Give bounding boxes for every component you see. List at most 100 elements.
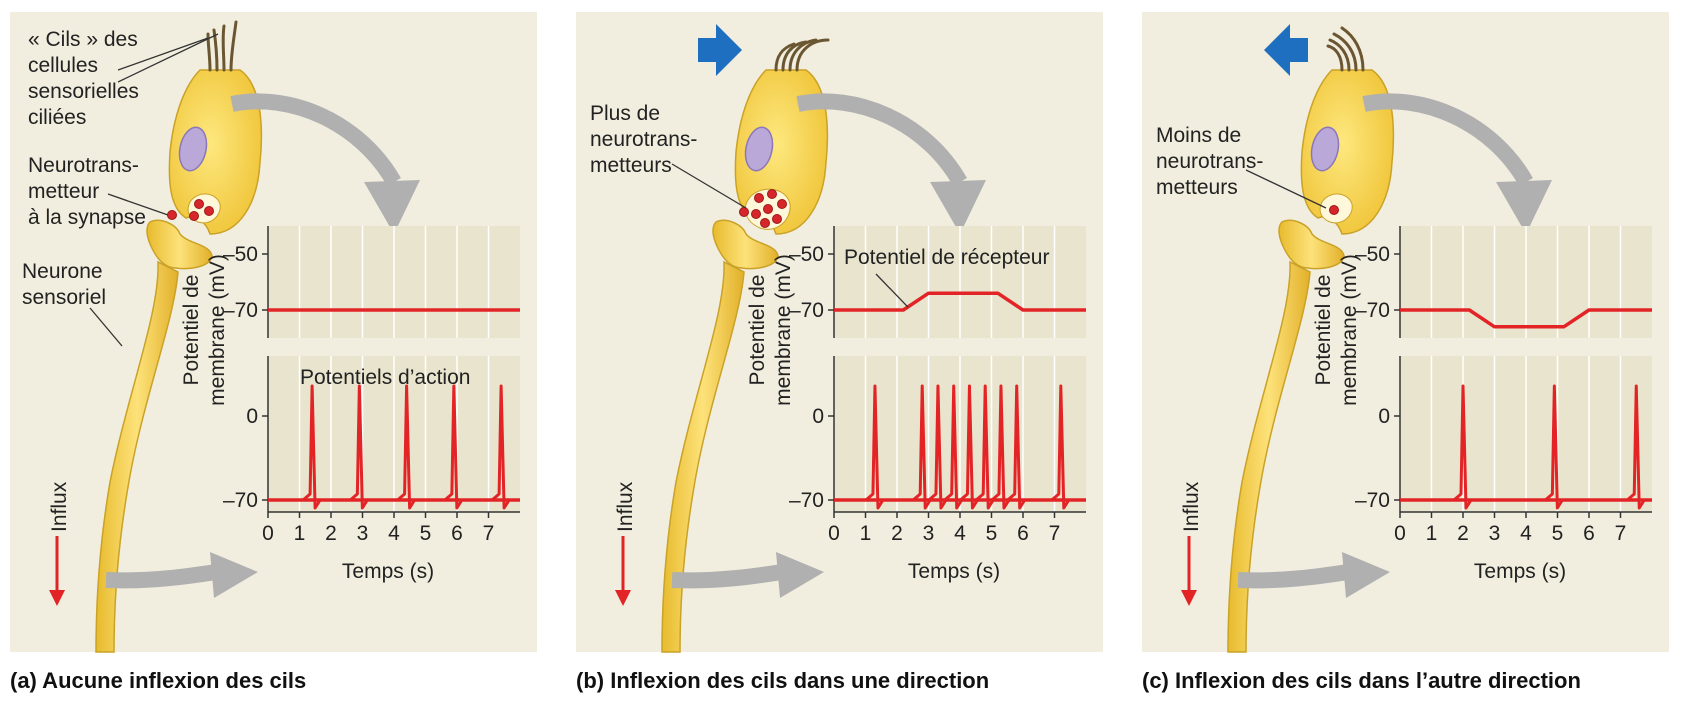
panel-b: Plus de neurotrans- metteurs Influx –50 –… xyxy=(576,12,1103,693)
panel-a: « Cils » des cellules sensorielles cilié… xyxy=(10,12,537,693)
influx-arrow xyxy=(49,536,65,606)
x-tick-label: 3 xyxy=(923,522,935,545)
hair-cell-nucleus xyxy=(178,126,208,172)
x-tick-label: 0 xyxy=(828,522,840,545)
sensory-neuron-axon xyxy=(1227,260,1311,653)
spike-y-tick-label: 0 xyxy=(812,405,824,428)
sensory-neuron-axon xyxy=(95,260,179,653)
receptor-y-tick-label: –70 xyxy=(1355,299,1390,322)
neurotransmitter-label: Moins de neurotrans- metteurs xyxy=(1156,124,1269,199)
influx-label: Influx xyxy=(614,481,637,532)
spike-y-tick-label: 0 xyxy=(1378,405,1390,428)
stereocilia xyxy=(206,20,238,72)
stereocilia-bent-left xyxy=(1326,26,1365,72)
x-tick-label: 1 xyxy=(294,522,306,545)
x-tick-label: 4 xyxy=(954,522,966,545)
direction-arrow-left-icon xyxy=(1264,24,1308,76)
x-tick-label: 1 xyxy=(1426,522,1438,545)
released-vesicle xyxy=(167,210,177,220)
x-tick-label: 3 xyxy=(357,522,369,545)
x-tick-label: 5 xyxy=(420,522,432,545)
label-pointer-lines xyxy=(89,33,219,347)
receptor-y-tick-label: –70 xyxy=(789,299,824,322)
receptor-y-tick-label: –50 xyxy=(789,243,824,266)
action-potential-spike xyxy=(959,384,979,510)
x-tick-label: 2 xyxy=(891,522,903,545)
receptor-potential-trace xyxy=(1400,308,1652,329)
spike-y-tick-label: –70 xyxy=(223,489,258,512)
action-potential-spike xyxy=(1453,384,1473,510)
x-tick-label: 7 xyxy=(1049,522,1061,545)
y-axis-label: Potentiel de membrane (mV) xyxy=(746,254,795,406)
y-axis-label: Potentiel de membrane (mV) xyxy=(1312,254,1361,406)
dendrite-cup xyxy=(1278,219,1345,270)
x-tick-label: 5 xyxy=(1552,522,1564,545)
neurotransmitter-vesicle xyxy=(1329,205,1339,215)
spike-y-tick-label: 0 xyxy=(246,405,258,428)
receptor-potential-title: Potentiel de récepteur xyxy=(844,246,1049,269)
dendrite-cup xyxy=(146,219,213,270)
x-tick-label: 7 xyxy=(1615,522,1627,545)
action-potential-spike xyxy=(302,384,322,510)
action-potential-spike xyxy=(912,384,932,510)
neurotransmitter-label: Neurotrans- metteur à la synapse xyxy=(28,154,146,229)
neurotransmitter-vesicles xyxy=(189,199,214,221)
gray-arrow-to-receptor xyxy=(230,93,420,234)
influx-arrow xyxy=(615,536,631,606)
x-tick-label: 0 xyxy=(262,522,274,545)
hair-cell-nucleus xyxy=(744,126,774,172)
dendrite-cup xyxy=(712,219,779,270)
action-potential-spike xyxy=(1006,384,1026,510)
receptor-potential-trace xyxy=(834,291,1086,312)
x-tick-label: 6 xyxy=(1583,522,1595,545)
sensory-neuron-label: Neurone sensoriel xyxy=(22,260,108,309)
action-potential-spike xyxy=(396,384,416,510)
action-potentials-title: Potentiels d’action xyxy=(300,366,470,389)
x-axis-label: Temps (s) xyxy=(1474,560,1566,583)
influx-label: Influx xyxy=(1180,481,1203,532)
influx-label: Influx xyxy=(48,481,71,532)
action-potential-spike xyxy=(1626,384,1646,510)
hair-cell-nucleus xyxy=(1310,126,1340,172)
action-potential-spike xyxy=(990,384,1011,510)
action-potential-spike xyxy=(1050,384,1071,510)
x-tick-label: 0 xyxy=(1394,522,1406,545)
hair-cell-body xyxy=(168,69,263,235)
receptor-y-tick-label: –50 xyxy=(1355,243,1390,266)
stereocilia-bent-right xyxy=(774,38,830,72)
direction-arrow-right-icon xyxy=(698,24,742,76)
x-tick-label: 3 xyxy=(1489,522,1501,545)
x-axis-label: Temps (s) xyxy=(342,560,434,583)
action-potential-spike xyxy=(349,384,369,510)
x-tick-label: 6 xyxy=(451,522,463,545)
neurotransmitter-label: Plus de neurotrans- metteurs xyxy=(590,102,703,177)
x-tick-label: 2 xyxy=(325,522,337,545)
x-tick-label: 1 xyxy=(860,522,872,545)
sensory-neuron-axon xyxy=(661,260,745,653)
action-potential-spike xyxy=(864,384,885,510)
x-axis-label: Temps (s) xyxy=(908,560,1000,583)
x-tick-label: 2 xyxy=(1457,522,1469,545)
hair-label: « Cils » des cellules sensorielles cilié… xyxy=(28,28,145,129)
action-potential-spike xyxy=(927,384,948,510)
x-tick-label: 4 xyxy=(388,522,400,545)
action-potential-spike xyxy=(975,384,995,510)
spike-y-tick-label: –70 xyxy=(1355,489,1390,512)
x-tick-label: 7 xyxy=(483,522,495,545)
receptor-y-tick-label: –50 xyxy=(223,243,258,266)
receptor-title-pointer xyxy=(875,273,909,308)
x-tick-label: 5 xyxy=(986,522,998,545)
panel-c: Moins de neurotrans- metteurs Influx –50… xyxy=(1142,12,1669,693)
caption-b: (b) Inflexion des cils dans une directio… xyxy=(576,668,989,693)
hair-cell-body xyxy=(1300,69,1395,235)
action-potential-spike xyxy=(1544,384,1564,510)
x-tick-label: 6 xyxy=(1017,522,1029,545)
gray-arrow-to-receptor xyxy=(796,93,986,234)
caption-c: (c) Inflexion des cils dans l’autre dire… xyxy=(1142,668,1581,693)
label-pointer-line xyxy=(1245,169,1327,209)
released-vesicle xyxy=(739,207,749,217)
y-axis-label: Potentiel de membrane (mV) xyxy=(180,254,229,406)
